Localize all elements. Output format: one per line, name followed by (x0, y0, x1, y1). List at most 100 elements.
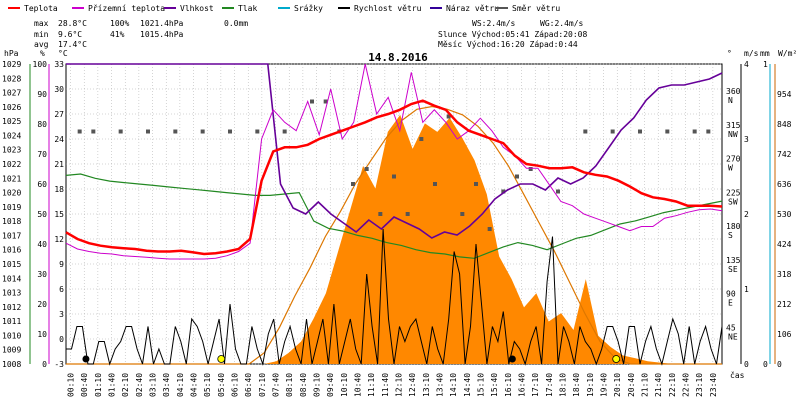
pressure-tick: 1028 (2, 74, 21, 83)
pressure-tick: 1022 (2, 160, 21, 169)
rain-tick: 0 (763, 360, 768, 369)
stat-max-press: 1021.4hPa (140, 19, 184, 28)
time-tick: 02:40 (135, 373, 144, 397)
wind-dir-tick: 90 (726, 290, 736, 299)
moon-marker (82, 355, 90, 363)
wind-dir-point (692, 129, 697, 134)
temperature-tick: 3 (59, 310, 64, 319)
stat-min-hum: 41% (110, 30, 125, 39)
wind-speed-tick: 4 (744, 60, 749, 69)
wind-dir-point (528, 167, 533, 171)
wind-dir-tick: 180 (726, 222, 741, 231)
wind-dir-point (378, 212, 383, 216)
stat-min-label: min (34, 30, 49, 39)
wind-dir-tick: 360 (726, 87, 741, 96)
temperature-tick: 21 (54, 160, 64, 169)
time-tick: 15:10 (477, 373, 486, 397)
time-tick: 01:10 (94, 373, 103, 397)
time-tick: 10:10 (340, 373, 349, 397)
wind-dir-name: W (728, 164, 733, 173)
axis-header-wm2: W/m² (778, 49, 797, 58)
wind-dir-name: S (728, 231, 733, 240)
axis-header-hpa: hPa (4, 49, 19, 58)
axis-header-pct: % (40, 49, 45, 58)
wind-dir-point (446, 114, 451, 119)
stat-moon: Měsíc Východ:16:20 Západ:0:44 (438, 40, 578, 49)
temperature-tick: 0 (59, 335, 64, 344)
time-tick: 11:10 (367, 373, 376, 397)
radiation-tick: 212 (777, 300, 792, 309)
stat-max-label: max (34, 19, 49, 28)
stat-avg-temp: 17.4°C (58, 40, 87, 49)
wind-dir-point (556, 189, 560, 194)
pressure-tick: 1014 (2, 274, 21, 283)
legend-label-0: Teplota (24, 4, 58, 13)
time-tick: 17:10 (531, 373, 540, 397)
time-tick: 00:40 (80, 373, 89, 397)
time-tick: 10:40 (354, 373, 363, 397)
wind-dir-point (351, 182, 355, 186)
plot-area (65, 63, 723, 366)
time-tick: 04:10 (176, 373, 185, 397)
wind-dir-point (706, 129, 711, 134)
time-tick: 06:40 (244, 373, 253, 397)
wind-dir-point (146, 129, 150, 134)
wind-speed-tick: 0 (744, 360, 749, 369)
humidity-tick: 50 (37, 210, 47, 219)
humidity-tick: 40 (37, 240, 47, 249)
legend-label-6: Náraz větru (446, 4, 499, 13)
temperature-tick: 12 (54, 235, 64, 244)
stat-max-temp: 28.8°C (58, 19, 87, 28)
pressure-tick: 1021 (2, 174, 21, 183)
time-tick: 23:40 (709, 373, 718, 397)
pressure-tick: 1017 (2, 231, 21, 240)
axis-header-ms: m/s (744, 49, 759, 58)
rain-tick: 1 (763, 60, 768, 69)
time-tick: 01:40 (108, 373, 117, 397)
pressure-tick: 1012 (2, 303, 21, 312)
radiation-tick: 848 (777, 120, 792, 129)
time-tick: 22:40 (682, 373, 691, 397)
axis-header-mm: mm (760, 49, 770, 58)
time-tick: 18:40 (572, 373, 581, 397)
moon-marker (508, 355, 516, 363)
radiation-tick: 106 (777, 330, 792, 339)
pressure-tick: 1015 (2, 260, 21, 269)
wind-dir-name: SE (728, 265, 738, 274)
time-tick: 20:10 (613, 373, 622, 397)
temperature-tick: 15 (54, 210, 64, 219)
stat-min-press: 1015.4hPa (140, 30, 184, 39)
time-tick: 09:10 (313, 373, 322, 397)
time-tick: 03:10 (149, 373, 158, 397)
stat-sun: Slunce Východ:05:41 Západ:20:08 (438, 30, 587, 39)
pressure-tick: 1027 (2, 89, 21, 98)
humidity-tick: 70 (37, 150, 47, 159)
humidity-tick: 60 (37, 180, 47, 189)
wind-dir-point (91, 129, 96, 134)
pressure-tick: 1009 (2, 346, 21, 355)
time-tick: 20:40 (627, 373, 636, 397)
time-tick: 23:10 (695, 373, 704, 397)
time-tick: 12:10 (395, 373, 404, 397)
temperature-tick: 30 (54, 85, 64, 94)
time-tick: 07:40 (272, 373, 281, 397)
humidity-tick: 20 (37, 300, 47, 309)
radiation-clear-sky-line (66, 105, 722, 365)
wind-dir-tick: 270 (726, 155, 741, 164)
pressure-tick: 1010 (2, 331, 21, 340)
time-tick: 14:10 (449, 373, 458, 397)
time-tick: 08:10 (285, 373, 294, 397)
wind-dir-name: E (728, 299, 733, 308)
temperature-tick: 9 (59, 260, 64, 269)
wind-dir-point (200, 129, 205, 134)
axis-header-deg: ° (727, 49, 732, 58)
wind-dir-point (474, 182, 478, 186)
wind-dir-tick: 225 (726, 188, 741, 197)
pressure-tick: 1026 (2, 103, 21, 112)
wind-dir-point (433, 182, 437, 186)
humidity-tick: 30 (37, 270, 47, 279)
time-tick: 12:40 (408, 373, 417, 397)
time-tick: 13:10 (422, 373, 431, 397)
time-tick: 21:10 (641, 373, 650, 397)
